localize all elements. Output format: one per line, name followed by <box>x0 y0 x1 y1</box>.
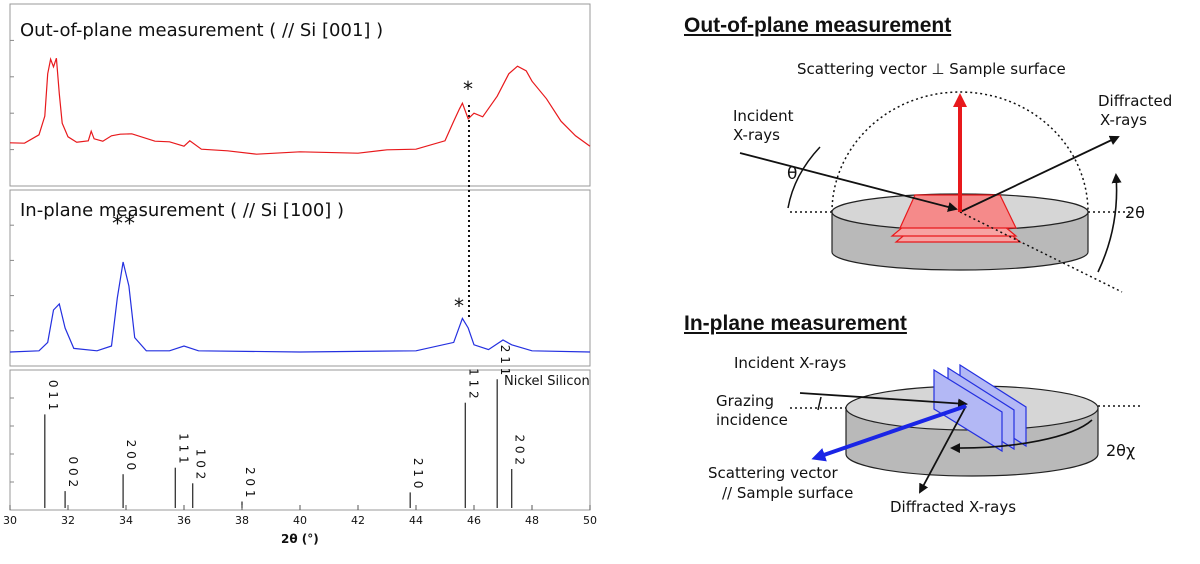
crystal-planes-red <box>890 194 1022 243</box>
x-tick-label: 30 <box>3 514 17 527</box>
reference-peak-label: 2 0 0 <box>124 440 138 471</box>
x-tick-label: 36 <box>177 514 191 527</box>
x-tick-label: 42 <box>351 514 365 527</box>
two-theta-chi-arc <box>950 419 1093 454</box>
scatter-extension <box>959 211 1123 293</box>
in-plane-panel <box>9 189 591 367</box>
incident-xrays-label: Incident X-rays <box>734 354 847 372</box>
out-plane-title: Out-of-plane measurement ( // Si [001] ) <box>20 20 384 41</box>
incident-label-line1: Incident <box>733 107 794 125</box>
out-plane-heading: Out-of-plane measurement <box>684 14 952 37</box>
x-tick-label: 48 <box>525 514 539 527</box>
in-plane-trace <box>9 261 591 353</box>
in-plane-heading: In-plane measurement <box>684 312 907 335</box>
diffracted-xrays-label: Diffracted X-rays <box>890 498 1017 516</box>
crystal-planes-blue <box>933 363 1027 453</box>
reference-panel <box>9 369 591 511</box>
diffracted-ray-2 <box>919 405 967 494</box>
incident-ray <box>739 152 958 212</box>
theta-label: θ <box>787 164 798 184</box>
out-plane-panel <box>9 3 591 187</box>
out-plane-trace <box>9 57 591 155</box>
scattering-vector-parallel <box>811 404 967 462</box>
reference-peak-label: 1 0 2 <box>194 449 208 480</box>
star-annotation-out: * <box>463 77 473 101</box>
two-theta-arc <box>1097 173 1122 273</box>
x-axis-label: 2θ (°) <box>281 532 319 546</box>
grazing-angle-mark <box>817 396 822 411</box>
double-star-annotation: ** <box>112 212 136 237</box>
grazing-label-line2: incidence <box>716 411 788 429</box>
scattering-par-line2: // Sample surface <box>722 484 854 502</box>
reference-peak-label: 2 0 2 <box>513 434 527 465</box>
out-plane-diagram <box>739 91 1130 293</box>
diffracted-label-line2: X-rays <box>1100 111 1147 129</box>
panel-ticks <box>10 39 14 483</box>
theta-arc <box>787 146 821 209</box>
x-tick-label: 34 <box>119 514 133 527</box>
reference-peak-label: 0 1 1 <box>46 380 60 411</box>
x-tick-label: 40 <box>293 514 307 527</box>
in-plane-title: In-plane measurement ( // Si [100] ) <box>20 200 345 221</box>
in-plane-diagram <box>790 363 1140 494</box>
x-tick-label: 50 <box>583 514 597 527</box>
x-tick-label: 38 <box>235 514 249 527</box>
scattering-par-line1: Scattering vector <box>708 464 838 482</box>
x-tick-label: 44 <box>409 514 423 527</box>
grazing-label-line1: Grazing <box>716 392 775 410</box>
two-theta-chi-label: 2θχ <box>1106 441 1136 460</box>
incident-label-line2: X-rays <box>733 126 780 144</box>
x-axis-ticks: 30 32 34 36 38 40 42 44 46 48 50 <box>3 505 597 527</box>
diffracted-ray <box>959 135 1120 213</box>
reference-peak-label: 1 1 2 <box>466 368 480 399</box>
diffracted-label-line1: Diffracted <box>1098 92 1173 110</box>
incident-ray-2 <box>799 392 968 409</box>
reference-label: Nickel Silicon <box>504 374 590 389</box>
x-tick-label: 46 <box>467 514 481 527</box>
reference-peak-label: 2 1 0 <box>411 458 425 489</box>
two-theta-label: 2θ <box>1125 203 1145 222</box>
reference-peak-label: 1 1 1 <box>176 433 190 464</box>
reference-peak-label: 2 0 1 <box>243 467 257 498</box>
reference-peaks: 0 1 1 0 0 2 2 0 0 1 1 1 1 0 2 2 0 1 2 1 0 1 1 2… <box>44 345 527 508</box>
reference-peak-label: 2 1 1 <box>498 345 512 376</box>
scattering-perp-label: Scattering vector ⊥ Sample surface <box>797 60 1066 78</box>
star-annotation-in: * <box>454 294 464 318</box>
reference-peak-label: 0 0 2 <box>66 457 80 488</box>
x-tick-label: 32 <box>61 514 75 527</box>
